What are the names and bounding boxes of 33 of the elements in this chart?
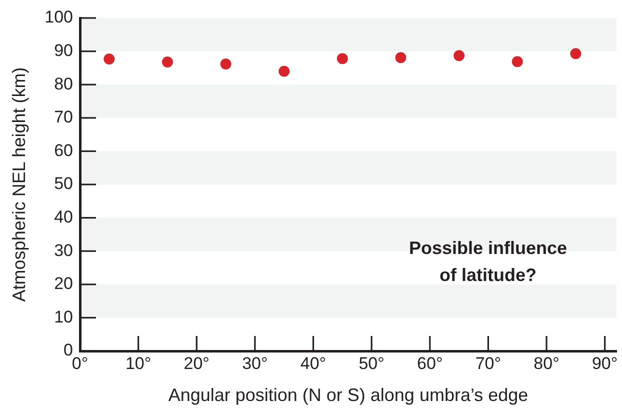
y-tick-label: 30 [54,240,73,260]
y-tick-label: 10 [54,307,73,326]
y-tick-label: 0 [64,340,73,360]
y-tick-label: 50 [54,174,73,194]
x-tick-label: 30° [242,354,268,373]
x-tick-label: 50° [358,354,384,373]
x-tick-label: 20° [184,354,210,373]
y-tick-label: 80 [54,74,73,94]
x-tick-label: 10° [125,354,152,373]
point [336,53,348,64]
x-tick-label: 90° [592,354,618,373]
point [454,50,465,62]
x-tick-label: 60° [417,354,443,373]
y-tick-label: 100 [44,8,73,27]
point [395,52,406,64]
point [104,53,115,64]
point [278,66,290,77]
point [512,56,523,68]
y-tick-label: 60 [54,140,73,160]
x-tick-label: 0° [72,354,88,373]
annotation: Possible influence of latitude? [408,237,568,287]
y-tick-label: 40 [54,207,73,226]
y-axis-title: Atmospheric NEL height (km) [8,67,29,302]
x-axis-title: Angular position (N or S) along umbra’s edge [168,385,528,406]
point [162,56,173,68]
y-tick-label: 90 [54,40,73,60]
x-tick-label: 70° [475,354,502,373]
point [220,58,232,70]
x-tick-label: 40° [300,354,326,373]
point [570,48,582,60]
x-tick-label: 80° [534,354,560,373]
y-tick-label: 70 [54,108,73,127]
y-tick-label: 20 [54,274,73,294]
